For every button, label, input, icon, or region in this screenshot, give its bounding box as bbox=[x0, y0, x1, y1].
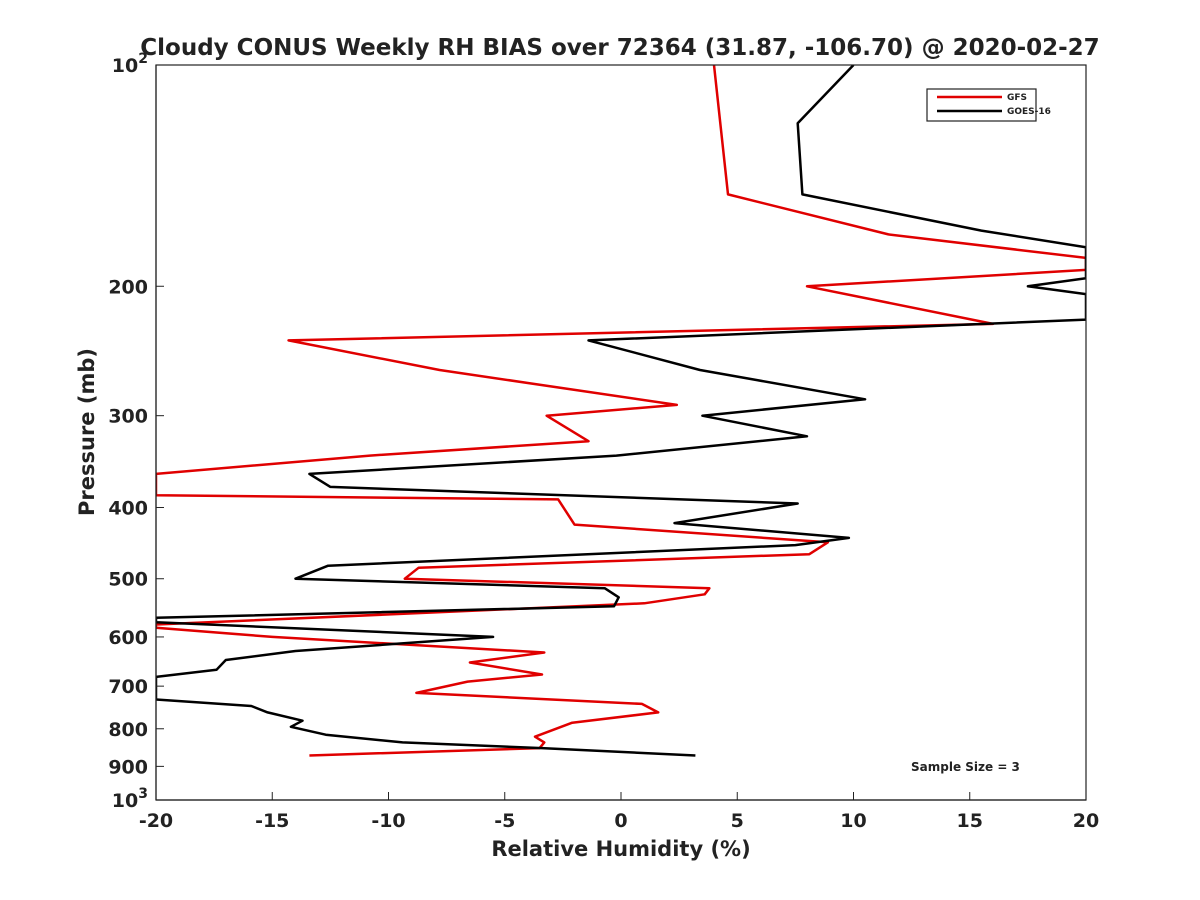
y-axis-label: Pressure (mb) bbox=[75, 348, 99, 516]
series-line-gfs bbox=[156, 65, 1086, 757]
x-tick-label: 10 bbox=[840, 810, 866, 832]
x-axis-label: Relative Humidity (%) bbox=[491, 837, 750, 861]
legend-label-gfs: GFS bbox=[1007, 93, 1027, 103]
x-tick-label: 20 bbox=[1073, 810, 1099, 832]
y-tick-label: 900 bbox=[108, 756, 148, 778]
y-tick-label: 103 bbox=[112, 786, 148, 812]
chart-title: Cloudy CONUS Weekly RH BIAS over 72364 (… bbox=[140, 35, 1099, 61]
y-tick-label: 800 bbox=[108, 719, 148, 741]
y-tick-label: 500 bbox=[108, 569, 148, 591]
series-line-goes-16 bbox=[156, 65, 1086, 757]
legend: GFS GOES-16 bbox=[926, 88, 1051, 122]
x-tick-label: -20 bbox=[139, 810, 173, 832]
legend-label-goes16: GOES-16 bbox=[1007, 107, 1051, 117]
x-tick-label: -15 bbox=[255, 810, 289, 832]
y-tick-label: 400 bbox=[108, 498, 148, 520]
x-tick-label: 15 bbox=[957, 810, 983, 832]
y-tick-label: 700 bbox=[108, 676, 148, 698]
plot-area bbox=[156, 65, 1086, 800]
y-tick-label: 300 bbox=[108, 406, 148, 428]
y-tick-label: 200 bbox=[108, 276, 148, 298]
legend-box bbox=[926, 88, 1037, 122]
x-tick-label: 0 bbox=[614, 810, 627, 832]
x-tick-label: 5 bbox=[731, 810, 744, 832]
series-layer bbox=[156, 65, 1086, 757]
y-axis-ticks: 102 200 300 400 500 600 700 800 900 103 bbox=[108, 51, 164, 812]
x-tick-label: -10 bbox=[371, 810, 405, 832]
sample-size-annotation: Sample Size = 3 bbox=[911, 760, 1020, 774]
y-tick-label: 102 bbox=[112, 51, 148, 77]
x-tick-label: -5 bbox=[494, 810, 515, 832]
y-tick-label: 600 bbox=[108, 627, 148, 649]
x-axis-ticks: -20 -15 -10 -5 0 5 10 15 20 bbox=[139, 792, 1099, 832]
